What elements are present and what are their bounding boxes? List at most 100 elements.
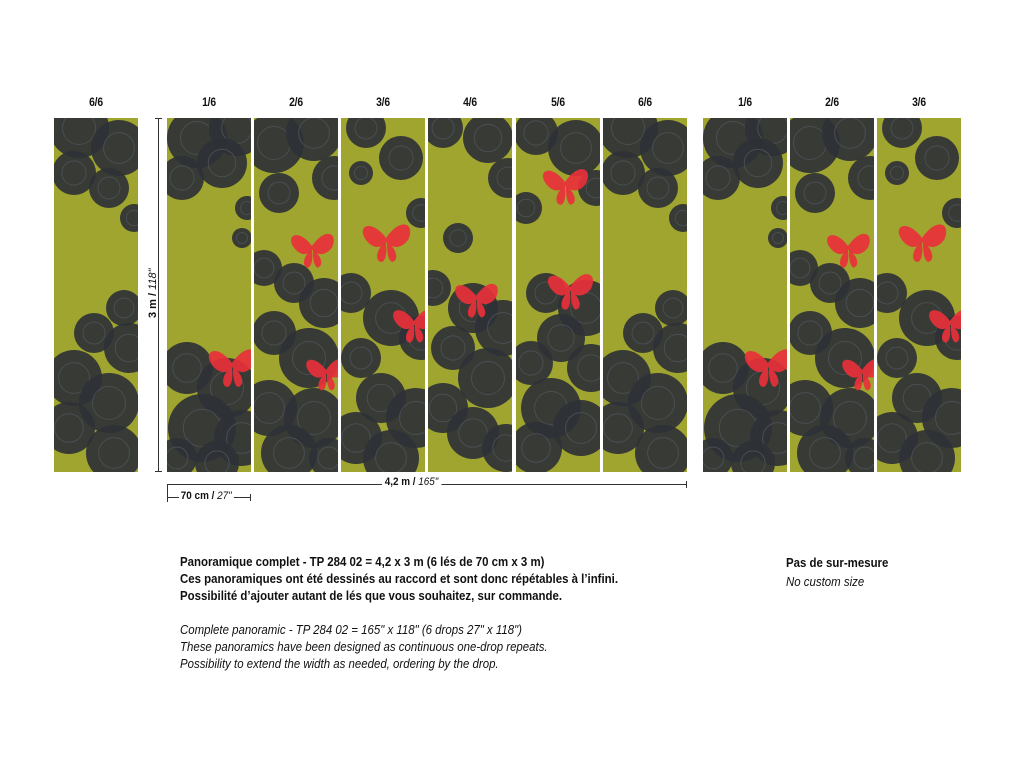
circle-ring-detail bbox=[114, 333, 138, 363]
dark-circle-motif bbox=[349, 161, 373, 185]
panel-label-1: 1/6 bbox=[202, 95, 216, 109]
description-french: Panoramique complet - TP 284 02 = 4,2 x … bbox=[180, 553, 740, 604]
circle-ring-detail bbox=[54, 413, 84, 443]
circle-ring-detail bbox=[428, 393, 458, 423]
circle-ring-detail bbox=[169, 165, 195, 191]
panel-width-metric: 70 cm / bbox=[180, 490, 215, 502]
wallpaper-pattern bbox=[703, 118, 787, 472]
circle-ring-detail bbox=[473, 123, 503, 153]
dark-circle-motif bbox=[232, 228, 251, 248]
circle-ring-detail bbox=[705, 165, 731, 191]
height-dimension-line bbox=[158, 118, 159, 472]
dark-circle-motif bbox=[104, 323, 138, 373]
dark-circle-motif bbox=[197, 138, 247, 188]
dark-circle-motif bbox=[341, 273, 371, 313]
circle-ring-detail bbox=[321, 165, 338, 191]
circle-ring-detail bbox=[833, 401, 867, 435]
dark-circle-motif bbox=[516, 118, 558, 155]
dark-circle-motif bbox=[731, 441, 775, 472]
dark-circle-motif bbox=[488, 158, 512, 198]
circle-ring-detail bbox=[877, 423, 907, 453]
dark-circle-motif bbox=[877, 338, 917, 378]
dark-circle-motif bbox=[848, 156, 874, 200]
dark-circle-motif bbox=[86, 425, 138, 472]
dark-circle-motif bbox=[235, 196, 251, 220]
circle-ring-detail bbox=[297, 401, 331, 435]
circle-ring-detail bbox=[254, 257, 275, 279]
wallpaper-pattern bbox=[341, 118, 425, 472]
dark-circle-motif bbox=[882, 118, 922, 148]
dark-circle-motif bbox=[428, 270, 451, 306]
dark-circle-motif bbox=[733, 138, 783, 188]
circle-ring-detail bbox=[82, 321, 106, 345]
description-fr-line: Panoramique complet - TP 284 02 = 4,2 x … bbox=[180, 554, 545, 569]
butterfly-motif bbox=[744, 349, 787, 387]
circle-ring-detail bbox=[298, 118, 330, 149]
dark-circle-motif bbox=[638, 168, 678, 208]
circle-ring-detail bbox=[703, 446, 725, 470]
circle-ring-detail bbox=[762, 422, 787, 454]
circle-ring-detail bbox=[172, 353, 202, 383]
circle-ring-detail bbox=[809, 437, 841, 469]
circle-ring-detail bbox=[647, 437, 679, 469]
dark-circle-motif bbox=[89, 168, 129, 208]
circle-ring-detail bbox=[607, 362, 639, 394]
circle-ring-detail bbox=[412, 204, 425, 222]
circle-ring-detail bbox=[646, 176, 670, 200]
wallpaper-pattern bbox=[428, 118, 512, 472]
panel-label-3: 3/6 bbox=[912, 95, 926, 109]
wallpaper-panel bbox=[703, 118, 787, 472]
wallpaper-panel bbox=[428, 118, 512, 472]
wallpaper-pattern bbox=[877, 118, 961, 472]
dark-circle-motif bbox=[771, 196, 787, 220]
circle-ring-detail bbox=[207, 148, 237, 178]
circle-ring-detail bbox=[236, 232, 248, 244]
wallpaper-panel bbox=[341, 118, 425, 472]
total-width-imperial: 165" bbox=[418, 476, 439, 488]
dark-circle-motif bbox=[603, 151, 645, 195]
circle-ring-detail bbox=[652, 132, 684, 164]
height-dimension-label: 3 m / 118" bbox=[147, 258, 159, 318]
dark-circle-motif bbox=[74, 313, 114, 353]
circle-ring-detail bbox=[924, 145, 950, 171]
circle-ring-detail bbox=[853, 446, 874, 470]
dark-circle-motif bbox=[463, 118, 512, 163]
circle-ring-detail bbox=[663, 333, 687, 363]
dark-circle-motif bbox=[54, 151, 96, 195]
circle-ring-detail bbox=[125, 209, 138, 227]
circle-ring-detail bbox=[560, 132, 592, 164]
butterfly-motif bbox=[547, 274, 594, 310]
circle-ring-detail bbox=[354, 118, 378, 140]
panel-label-6: 6/6 bbox=[89, 95, 103, 109]
description-english: Complete panoramic - TP 284 02 = 165" x … bbox=[180, 621, 740, 672]
circle-ring-detail bbox=[292, 341, 326, 375]
circle-ring-detail bbox=[492, 434, 512, 462]
circle-ring-detail bbox=[631, 321, 655, 345]
butterfly-motif bbox=[929, 310, 961, 343]
circle-ring-detail bbox=[204, 450, 230, 472]
dark-circle-motif bbox=[628, 373, 687, 433]
dark-circle-motif bbox=[431, 326, 475, 370]
dark-circle-motif bbox=[768, 228, 787, 248]
dark-circle-motif bbox=[548, 120, 600, 176]
circle-ring-detail bbox=[388, 145, 414, 171]
butterfly-motif bbox=[208, 349, 251, 387]
circle-ring-detail bbox=[113, 297, 135, 319]
circle-ring-detail bbox=[845, 288, 874, 318]
description-fr-line: Possibilité d’ajouter autant de lés que … bbox=[180, 588, 563, 603]
panel-width-label: 70 cm / 27" bbox=[179, 490, 234, 502]
circle-ring-detail bbox=[935, 401, 961, 435]
dark-circle-motif bbox=[443, 223, 473, 253]
circle-ring-detail bbox=[790, 392, 821, 424]
description-en-line: Possibility to extend the width as neede… bbox=[180, 656, 499, 671]
circle-ring-detail bbox=[267, 181, 291, 205]
dark-circle-motif bbox=[309, 438, 338, 472]
height-imperial: 118" bbox=[147, 268, 159, 290]
circle-ring-detail bbox=[885, 346, 909, 370]
circle-ring-detail bbox=[58, 362, 90, 394]
dark-circle-motif bbox=[655, 290, 687, 326]
wallpaper-pattern bbox=[54, 118, 138, 472]
dark-circle-motif bbox=[312, 156, 338, 200]
circle-ring-detail bbox=[496, 166, 512, 190]
total-width-label: 4,2 m / 165" bbox=[382, 476, 442, 488]
